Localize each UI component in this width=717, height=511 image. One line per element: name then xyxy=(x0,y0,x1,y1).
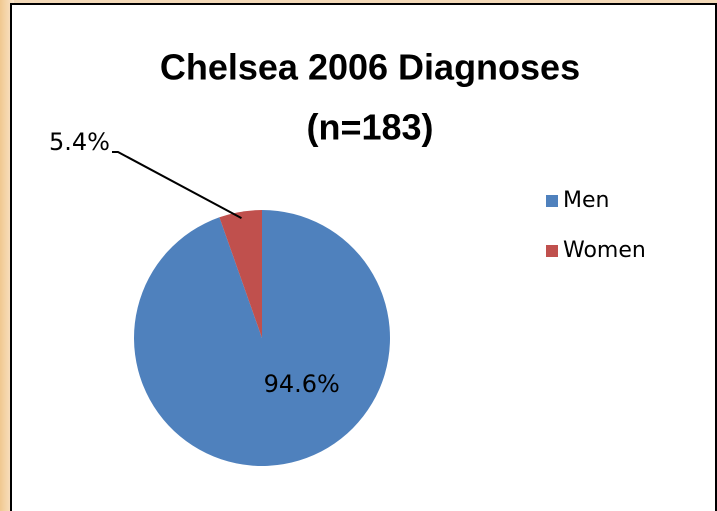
pie-slice xyxy=(219,210,262,338)
data-label: 94.6% xyxy=(264,370,340,398)
leader-line xyxy=(112,151,242,220)
chart-title: (n=183) xyxy=(306,107,433,148)
chart-frame xyxy=(10,3,717,511)
chart-title: Chelsea 2006 Diagnoses xyxy=(160,47,580,88)
legend-swatch xyxy=(546,195,558,207)
legend-label: Women xyxy=(563,238,646,263)
legend-label: Men xyxy=(563,188,609,213)
data-label: 5.4% xyxy=(49,128,110,156)
legend-swatch xyxy=(546,245,558,257)
